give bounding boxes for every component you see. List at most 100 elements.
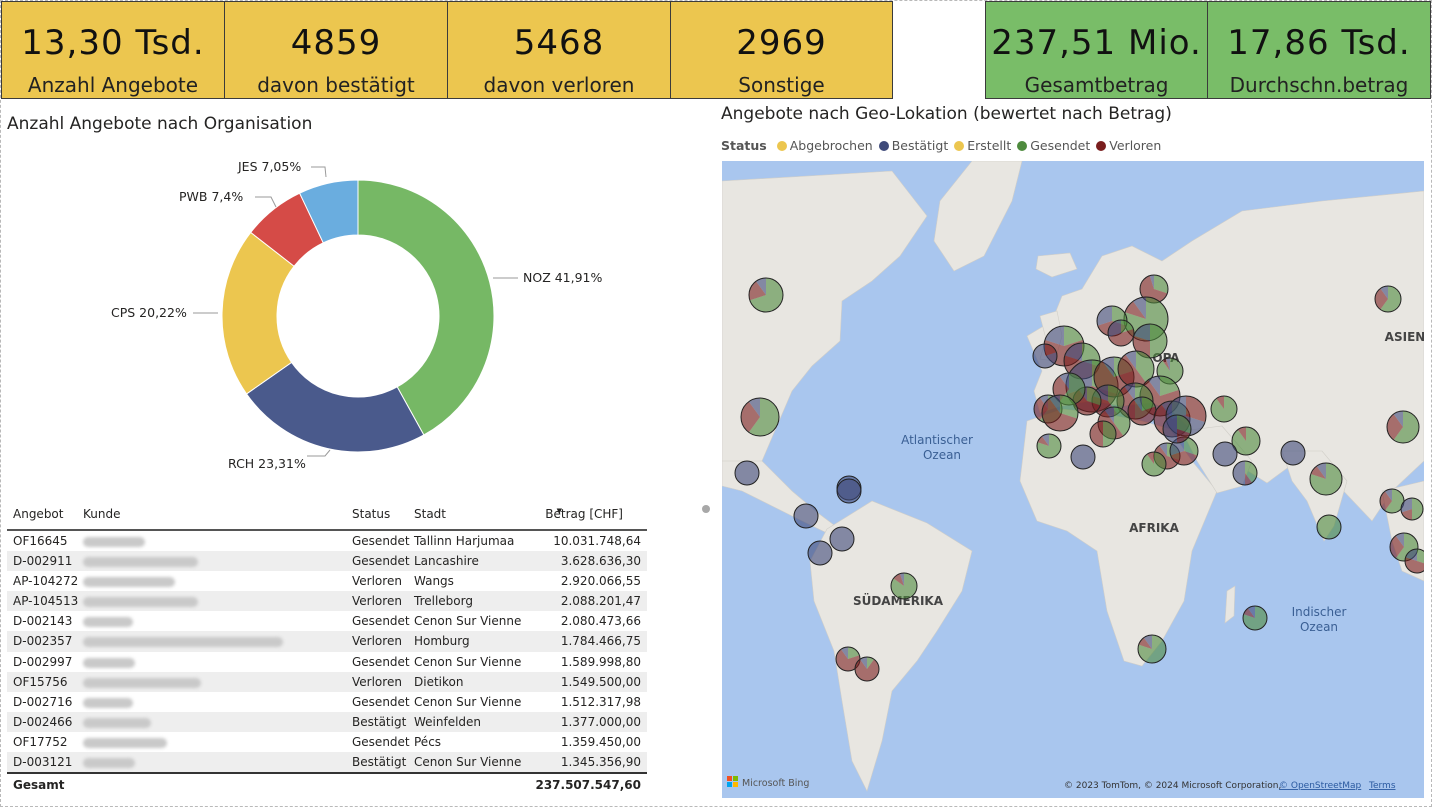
table-header: Angebot Kunde Status Stadt Betrag [CHF] …	[7, 503, 647, 531]
bubble-segment	[1401, 509, 1412, 520]
table-row[interactable]: OF15756 Verloren Dietikon 1.549.500,00	[7, 671, 647, 692]
table-row[interactable]: D-002997 Gesendet Cenon Sur Vienne 1.589.99…	[7, 652, 647, 672]
geo-bubble[interactable]	[1280, 440, 1306, 466]
geo-bubble[interactable]	[1379, 488, 1405, 514]
geo-bubble[interactable]	[1316, 514, 1342, 540]
geo-bubble[interactable]	[748, 277, 784, 313]
geo-bubble[interactable]	[1032, 343, 1058, 369]
geo-bubble[interactable]	[1210, 395, 1238, 423]
bubble-outline	[829, 526, 855, 552]
terms-link[interactable]: Terms	[1368, 781, 1396, 791]
legend-item[interactable]: Abgebrochen	[776, 138, 873, 153]
kpi-label: davon bestätigt	[257, 73, 415, 97]
kpi-card-sonstige[interactable]: 2969 Sonstige	[670, 1, 893, 99]
geo-bubble[interactable]	[793, 503, 819, 529]
col-header-angebot[interactable]: Angebot	[13, 507, 64, 521]
table-cell-angebot: AP-104513	[13, 594, 79, 609]
table-cell-angebot: D-002997	[13, 654, 73, 669]
donut-chart[interactable]: NOZ 41,91% RCH 23,31% CPS 20,22% PWB 7,4…	[0, 140, 700, 485]
geo-bubble[interactable]	[1232, 460, 1258, 486]
geo-bubble[interactable]	[835, 646, 861, 672]
geo-bubble[interactable]	[1309, 462, 1343, 496]
table-cell-stadt: Cenon Sur Vienne	[414, 755, 522, 770]
legend-item[interactable]: Verloren	[1096, 138, 1161, 153]
kpi-card-verloren[interactable]: 5468 davon verloren	[447, 1, 671, 99]
bubble-outline	[1107, 319, 1135, 347]
legend-item[interactable]: Gesendet	[1017, 138, 1090, 153]
bubble-segment	[1140, 275, 1168, 303]
kpi-card-gesamtbetrag[interactable]: 237,51 Mio. Gesamtbetrag	[985, 1, 1208, 99]
table-row[interactable]: AP-104513 Verloren Trelleborg 2.088.201,47	[7, 591, 647, 612]
table-cell-betrag: 1.359.450,00	[560, 734, 641, 749]
geo-bubble[interactable]	[1404, 548, 1424, 574]
geo-bubble[interactable]	[1132, 323, 1168, 359]
table-cell-angebot: D-002143	[13, 614, 73, 629]
geo-bubble[interactable]	[807, 540, 833, 566]
geo-bubble[interactable]	[1141, 451, 1167, 477]
redacted-customer	[83, 697, 133, 708]
donut-slice-rch[interactable]	[245, 361, 425, 453]
map-labels: Atlantischer Ozean AFRIKA SÜDAMERIKA ASI…	[853, 330, 1424, 634]
table-row[interactable]: D-002466 Bestätigt Weinfelden 1.377.000,00	[7, 711, 647, 732]
table-row[interactable]: D-002716 Gesendet Cenon Sur Vienne 1.512.31…	[7, 692, 647, 712]
geo-bubble[interactable]	[1386, 410, 1420, 444]
geo-bubble[interactable]	[1212, 441, 1238, 467]
table-body: OF16645 Gesendet Tallinn Harjumaa 10.031.74…	[7, 531, 647, 773]
table-row[interactable]: D-002911 Gesendet Lancashire 3.628.636,30	[7, 551, 647, 572]
col-header-kunde[interactable]: Kunde	[83, 507, 121, 521]
col-header-stadt[interactable]: Stadt	[414, 507, 446, 521]
resize-handle[interactable]	[702, 505, 710, 513]
geo-bubble[interactable]	[890, 572, 918, 600]
table-row[interactable]: D-003121 Bestätigt Cenon Sur Vienne 1.345.3…	[7, 752, 647, 773]
geo-bubble[interactable]	[1242, 605, 1268, 631]
table-row[interactable]: D-002357 Verloren Homburg 1.784.466,75	[7, 631, 647, 652]
table-row[interactable]: D-002143 Gesendet Cenon Sur Vienne 2.080.47…	[7, 611, 647, 631]
donut-slice-jes[interactable]	[298, 179, 359, 244]
geo-bubble[interactable]	[836, 478, 862, 504]
table-row[interactable]: AP-104272 Verloren Wangs 2.920.066,55	[7, 571, 647, 591]
geo-bubble[interactable]	[734, 460, 760, 486]
col-header-betrag[interactable]: Betrag [CHF]	[545, 507, 623, 521]
table-cell-betrag: 1.784.466,75	[560, 634, 641, 649]
bubble-outline	[740, 397, 780, 437]
kpi-card-durchschnittsbetrag[interactable]: 17,86 Tsd. Durchschn.betrag	[1207, 1, 1431, 99]
sort-desc-icon[interactable]: ▼	[556, 507, 562, 515]
bubble-outline	[836, 478, 862, 504]
geo-bubble[interactable]	[1036, 433, 1062, 459]
geo-bubble[interactable]	[1231, 426, 1261, 456]
table-cell-betrag: 2.080.473,66	[560, 614, 641, 629]
map-bubbles[interactable]	[734, 274, 1424, 682]
table-row[interactable]: OF17752 Gesendet Pécs 1.359.450,00	[7, 732, 647, 752]
legend-item[interactable]: Bestätigt	[878, 138, 948, 153]
geo-bubble[interactable]	[1107, 319, 1135, 347]
geo-bubble[interactable]	[1127, 396, 1157, 426]
label-atlantic: Atlantischer	[901, 433, 973, 447]
geo-bubble[interactable]	[1139, 274, 1169, 304]
geo-bubble[interactable]	[740, 397, 780, 437]
kpi-card-bestaetigt[interactable]: 4859 davon bestätigt	[224, 1, 448, 99]
geo-bubble[interactable]	[1041, 394, 1079, 432]
angebote-table[interactable]: Angebot Kunde Status Stadt Betrag [CHF] …	[7, 503, 647, 796]
geo-map[interactable]: Atlantischer Ozean AFRIKA SÜDAMERIKA ASI…	[722, 161, 1424, 798]
geo-bubble[interactable]	[1400, 497, 1424, 521]
legend-label: Erstellt	[967, 138, 1012, 153]
table-row[interactable]: OF16645 Gesendet Tallinn Harjumaa 10.031.74…	[7, 531, 647, 551]
geo-bubble[interactable]	[1162, 414, 1192, 444]
geo-bubble[interactable]	[1070, 444, 1096, 470]
table-cell-betrag: 1.512.317,98	[560, 694, 641, 709]
kpi-card-anzahl-angebote[interactable]: 13,30 Tsd. Anzahl Angebote	[1, 1, 225, 99]
table-cell-angebot: OF15756	[13, 674, 68, 689]
donut-slices[interactable]	[221, 179, 495, 453]
geo-bubble[interactable]	[829, 526, 855, 552]
geo-bubble[interactable]	[1137, 634, 1167, 664]
col-header-status[interactable]: Status	[352, 507, 391, 521]
kpi-value: 237,51 Mio.	[991, 23, 1202, 63]
kpi-label: davon verloren	[483, 73, 635, 97]
geo-bubble[interactable]	[1374, 285, 1402, 313]
osm-link[interactable]: © OpenStreetMap	[1279, 781, 1362, 791]
legend-item[interactable]: Erstellt	[954, 138, 1011, 153]
geo-bubble[interactable]	[1117, 350, 1155, 388]
geo-bubble[interactable]	[1089, 420, 1117, 448]
donut-slice-noz[interactable]	[357, 179, 495, 436]
geo-bubble[interactable]	[854, 656, 880, 682]
